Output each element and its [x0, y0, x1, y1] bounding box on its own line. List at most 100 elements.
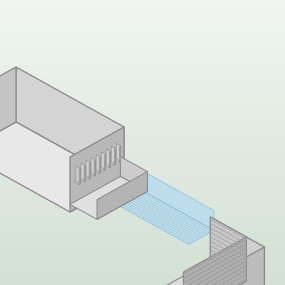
Bar	[0, 90, 285, 93]
Bar	[0, 37, 285, 40]
Bar	[0, 110, 285, 113]
Bar	[0, 46, 285, 48]
Bar	[0, 163, 285, 165]
Bar	[0, 99, 285, 101]
Bar	[0, 264, 285, 266]
Bar	[0, 268, 285, 271]
Bar	[0, 19, 285, 21]
Polygon shape	[96, 155, 101, 173]
Bar	[0, 15, 285, 17]
Bar	[0, 30, 285, 33]
Bar	[0, 140, 285, 142]
Polygon shape	[109, 152, 111, 168]
Bar	[0, 243, 285, 245]
Bar	[0, 113, 285, 115]
Bar	[0, 79, 285, 81]
Bar	[0, 93, 285, 95]
Bar	[0, 237, 285, 239]
Polygon shape	[99, 157, 101, 173]
Bar	[0, 10, 285, 13]
Bar	[0, 44, 285, 47]
Bar	[0, 83, 285, 85]
Bar	[0, 253, 285, 255]
Polygon shape	[116, 144, 121, 161]
Bar	[0, 198, 285, 201]
Bar	[0, 230, 285, 232]
Polygon shape	[16, 67, 124, 182]
Bar	[0, 174, 285, 177]
Polygon shape	[210, 217, 264, 285]
Bar	[0, 76, 285, 78]
Bar	[0, 215, 285, 218]
Bar	[0, 224, 285, 227]
Bar	[0, 57, 285, 60]
Bar	[0, 144, 285, 147]
Polygon shape	[120, 156, 147, 192]
Bar	[0, 204, 285, 207]
Polygon shape	[74, 181, 80, 185]
Polygon shape	[79, 168, 80, 185]
Bar	[0, 3, 285, 6]
Polygon shape	[110, 162, 116, 165]
Bar	[0, 77, 285, 80]
Bar	[0, 156, 285, 158]
Bar	[0, 56, 285, 58]
Bar	[0, 134, 285, 137]
Bar	[0, 247, 285, 249]
Bar	[0, 225, 285, 228]
Bar	[0, 34, 285, 37]
Polygon shape	[119, 146, 121, 162]
Bar	[0, 111, 285, 114]
Polygon shape	[84, 166, 85, 182]
Bar	[0, 280, 285, 282]
Bar	[0, 52, 285, 54]
Polygon shape	[104, 154, 106, 171]
Bar	[0, 203, 285, 205]
Bar	[0, 188, 285, 191]
Bar	[0, 39, 285, 41]
Bar	[0, 282, 285, 285]
Bar	[0, 183, 285, 185]
Bar	[0, 100, 285, 103]
Polygon shape	[70, 176, 147, 219]
Bar	[0, 89, 285, 91]
Bar	[0, 234, 285, 237]
Bar	[0, 178, 285, 181]
Bar	[0, 223, 285, 225]
Bar	[0, 272, 285, 275]
Bar	[0, 7, 285, 10]
Bar	[0, 97, 285, 100]
Bar	[0, 63, 285, 66]
Bar	[0, 167, 285, 170]
Bar	[0, 27, 285, 30]
Polygon shape	[101, 152, 106, 170]
Bar	[0, 20, 285, 23]
Bar	[0, 60, 285, 63]
Bar	[0, 238, 285, 241]
Bar	[0, 208, 285, 211]
Bar	[0, 170, 285, 172]
Bar	[0, 270, 285, 272]
Bar	[0, 194, 285, 197]
Polygon shape	[100, 167, 106, 171]
Bar	[0, 158, 285, 161]
Polygon shape	[106, 149, 111, 167]
Bar	[0, 181, 285, 184]
Bar	[0, 54, 285, 57]
Bar	[0, 70, 285, 73]
Bar	[0, 196, 285, 198]
Bar	[0, 260, 285, 262]
Bar	[0, 275, 285, 278]
Bar	[0, 124, 285, 127]
Bar	[0, 151, 285, 154]
Bar	[0, 109, 285, 111]
Polygon shape	[80, 178, 85, 182]
Polygon shape	[111, 146, 116, 164]
Bar	[0, 166, 285, 168]
Bar	[0, 13, 285, 16]
Bar	[0, 2, 285, 4]
Bar	[0, 139, 285, 141]
Polygon shape	[184, 237, 247, 285]
Bar	[0, 161, 285, 164]
Polygon shape	[115, 159, 121, 162]
